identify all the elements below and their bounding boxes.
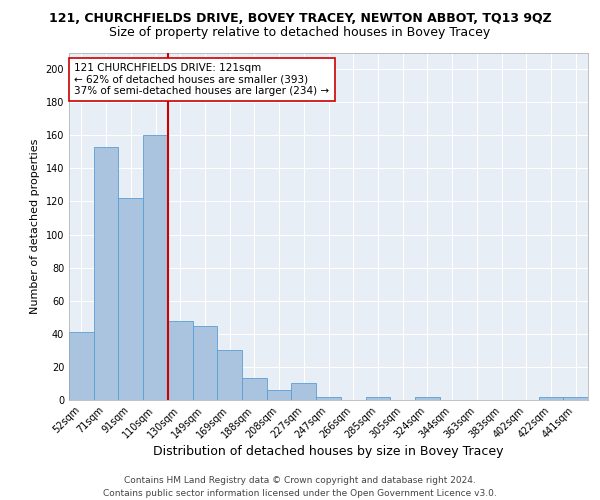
Bar <box>316 396 341 400</box>
Bar <box>539 396 563 400</box>
Bar <box>118 198 143 400</box>
Y-axis label: Number of detached properties: Number of detached properties <box>30 138 40 314</box>
Bar <box>143 135 168 400</box>
Bar <box>292 384 316 400</box>
Text: 121 CHURCHFIELDS DRIVE: 121sqm
← 62% of detached houses are smaller (393)
37% of: 121 CHURCHFIELDS DRIVE: 121sqm ← 62% of … <box>74 63 329 96</box>
Bar <box>242 378 267 400</box>
Bar <box>563 396 588 400</box>
Text: Size of property relative to detached houses in Bovey Tracey: Size of property relative to detached ho… <box>109 26 491 39</box>
Bar <box>168 320 193 400</box>
Bar <box>365 396 390 400</box>
Bar <box>94 147 118 400</box>
Bar <box>69 332 94 400</box>
Bar <box>193 326 217 400</box>
Bar <box>415 396 440 400</box>
X-axis label: Distribution of detached houses by size in Bovey Tracey: Distribution of detached houses by size … <box>153 446 504 458</box>
Text: Contains HM Land Registry data © Crown copyright and database right 2024.
Contai: Contains HM Land Registry data © Crown c… <box>103 476 497 498</box>
Bar <box>217 350 242 400</box>
Bar <box>267 390 292 400</box>
Text: 121, CHURCHFIELDS DRIVE, BOVEY TRACEY, NEWTON ABBOT, TQ13 9QZ: 121, CHURCHFIELDS DRIVE, BOVEY TRACEY, N… <box>49 12 551 26</box>
